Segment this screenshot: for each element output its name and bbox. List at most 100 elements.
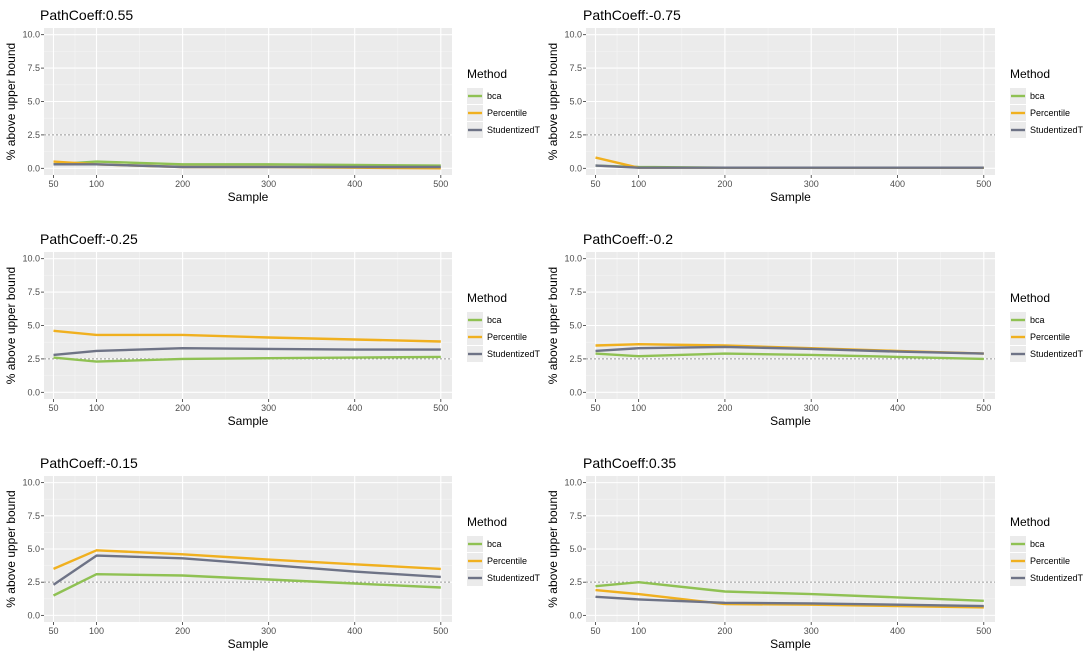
- y-tick-label: 7.5: [569, 511, 582, 521]
- series-line-studentizedt: [53, 163, 441, 169]
- y-tick-label: 0.0: [569, 163, 582, 173]
- legend: Method bca Percentile StudentizedT: [1010, 67, 1084, 138]
- chart-title: PathCoeff:-0.2: [583, 231, 673, 247]
- x-axis-label: Sample: [770, 414, 811, 428]
- y-tick-label: 0.0: [27, 610, 40, 620]
- y-tick-label: 10.0: [564, 30, 582, 40]
- y-tick-label: 2.5: [27, 354, 40, 364]
- x-axis-label: Sample: [228, 414, 269, 428]
- y-axis-label: % above upper bound: [4, 267, 18, 384]
- x-tick-label: 100: [89, 179, 104, 189]
- legend-label-percentile: Percentile: [1030, 332, 1070, 342]
- legend-title: Method: [1010, 291, 1050, 305]
- chart-title: PathCoeff:0.55: [40, 7, 133, 23]
- series-line-percentile: [595, 588, 984, 609]
- legend-label-studentizedt: StudentizedT: [1030, 125, 1084, 135]
- x-tick-label: 50: [590, 626, 600, 636]
- y-tick-label: 5.0: [27, 544, 40, 554]
- y-axis-label: % above upper bound: [546, 267, 560, 384]
- x-tick-label: 100: [89, 626, 104, 636]
- y-tick-label: 10.0: [22, 478, 40, 488]
- x-tick-label: 300: [804, 403, 819, 413]
- legend-label-studentizedt: StudentizedT: [487, 573, 541, 583]
- chart-title: PathCoeff:0.35: [583, 455, 676, 471]
- series-line-studentizedt: [595, 164, 984, 169]
- y-tick-label: 10.0: [564, 254, 582, 264]
- x-tick-label: 500: [433, 403, 448, 413]
- y-tick-label: 5.0: [27, 97, 40, 107]
- y-tick-label: 7.5: [569, 287, 582, 297]
- chart-title: PathCoeff:-0.25: [40, 231, 138, 247]
- y-tick-label: 7.5: [569, 63, 582, 73]
- legend-label-studentizedt: StudentizedT: [1030, 349, 1084, 359]
- legend-label-percentile: Percentile: [487, 108, 527, 118]
- y-tick-label: 2.5: [27, 130, 40, 140]
- legend-label-percentile: Percentile: [1030, 108, 1070, 118]
- series-line-bca: [52, 573, 441, 597]
- y-axis-label: % above upper bound: [546, 43, 560, 160]
- legend-label-bca: bca: [487, 91, 502, 101]
- y-tick-label: 10.0: [22, 254, 40, 264]
- chart-panel-2: 0.0 2.5 5.0 7.5 10.0 50 100 200 300 400 500 PathCoe…: [546, 7, 1084, 204]
- x-tick-label: 200: [175, 626, 190, 636]
- series-line-studentizedt: [52, 554, 441, 586]
- x-tick-label: 500: [976, 179, 991, 189]
- chart-title: PathCoeff:-0.75: [583, 7, 681, 23]
- y-tick-label: 5.0: [569, 321, 582, 331]
- legend-label-percentile: Percentile: [487, 332, 527, 342]
- legend-label-bca: bca: [487, 315, 502, 325]
- series-line-studentizedt: [595, 595, 984, 608]
- series-line-bca: [595, 352, 984, 361]
- y-tick-label: 2.5: [569, 130, 582, 140]
- y-tick-label: 0.0: [27, 163, 40, 173]
- x-tick-label: 300: [804, 179, 819, 189]
- x-tick-label: 400: [347, 179, 362, 189]
- chart-panel-5: 0.0 2.5 5.0 7.5 10.0 50 100 200 300 400 500 PathCoe…: [4, 455, 541, 651]
- x-tick-label: 500: [433, 179, 448, 189]
- y-tick-label: 7.5: [27, 287, 40, 297]
- y-tick-label: 0.0: [569, 610, 582, 620]
- chart-title: PathCoeff:-0.15: [40, 455, 138, 471]
- legend-label-bca: bca: [1030, 91, 1045, 101]
- legend-label-bca: bca: [487, 539, 502, 549]
- y-tick-label: 0.0: [27, 387, 40, 397]
- y-tick-label: 5.0: [27, 321, 40, 331]
- x-tick-label: 400: [890, 403, 905, 413]
- x-tick-label: 200: [175, 179, 190, 189]
- legend: Method bca Percentile StudentizedT: [467, 515, 541, 586]
- legend-label-bca: bca: [1030, 539, 1045, 549]
- x-tick-label: 200: [717, 626, 732, 636]
- legend-title: Method: [1010, 515, 1050, 529]
- legend: Method bca Percentile StudentizedT: [467, 67, 541, 138]
- x-tick-label: 200: [175, 403, 190, 413]
- x-axis-label: Sample: [228, 637, 269, 651]
- y-tick-label: 10.0: [22, 30, 40, 40]
- series-line-studentizedt: [53, 347, 441, 357]
- chart-panel-1: 0.0 2.5 5.0 7.5 10.0 50 100 200 300 400 500 PathCoe…: [4, 7, 541, 204]
- series-line-percentile: [53, 549, 441, 571]
- x-tick-label: 200: [717, 179, 732, 189]
- x-tick-label: 400: [347, 403, 362, 413]
- x-tick-label: 100: [631, 179, 646, 189]
- legend: Method bca Percentile StudentizedT: [1010, 291, 1084, 362]
- x-tick-label: 50: [590, 179, 600, 189]
- x-tick-label: 100: [631, 403, 646, 413]
- x-tick-label: 300: [804, 626, 819, 636]
- y-tick-label: 10.0: [564, 478, 582, 488]
- legend-title: Method: [467, 67, 507, 81]
- x-tick-label: 400: [347, 626, 362, 636]
- legend-label-percentile: Percentile: [1030, 556, 1070, 566]
- y-tick-label: 2.5: [27, 577, 40, 587]
- x-tick-label: 500: [976, 403, 991, 413]
- chart-panel-3: 0.0 2.5 5.0 7.5 10.0 50 100 200 300 400 500 PathCoe…: [4, 231, 541, 428]
- chart-panel-6: 0.0 2.5 5.0 7.5 10.0 50 100 200 300 400 500 PathCoe…: [546, 455, 1084, 651]
- y-tick-label: 2.5: [569, 354, 582, 364]
- x-tick-label: 200: [717, 403, 732, 413]
- x-tick-label: 300: [261, 179, 276, 189]
- legend: Method bca Percentile StudentizedT: [467, 291, 541, 362]
- y-tick-label: 7.5: [27, 63, 40, 73]
- legend-title: Method: [467, 515, 507, 529]
- x-tick-label: 100: [631, 626, 646, 636]
- x-axis-label: Sample: [770, 190, 811, 204]
